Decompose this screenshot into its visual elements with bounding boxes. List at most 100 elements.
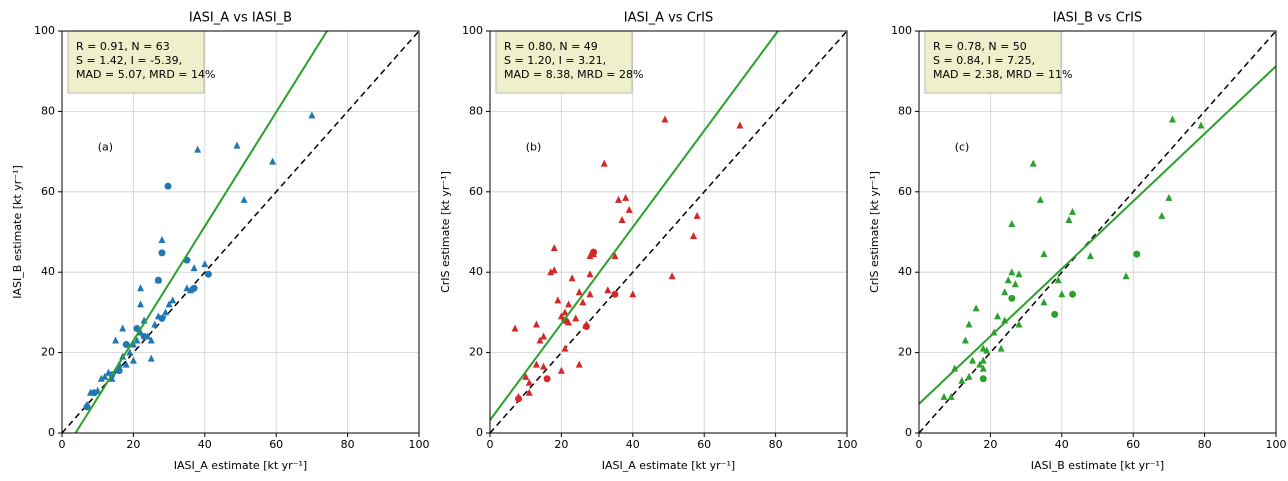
x-tick-label: 40: [1055, 438, 1069, 451]
scatter-point: [611, 290, 619, 298]
stats-text: S = 0.84, I = 7.25,: [933, 54, 1035, 67]
scatter-point: [590, 248, 598, 256]
y-tick-label: 80: [898, 104, 912, 117]
scatter-point: [1069, 290, 1077, 298]
x-tick-label: 20: [126, 438, 140, 451]
scatter-point: [525, 378, 533, 386]
scatter-point: [622, 193, 630, 201]
scatter-point: [976, 360, 984, 368]
scatter-point: [940, 392, 948, 400]
scatter-point: [575, 288, 583, 296]
scatter-point: [115, 367, 123, 375]
chart-title: IASI_A vs IASI_B: [189, 11, 292, 26]
scatter-point: [108, 374, 116, 382]
scatter-point: [129, 356, 137, 364]
scatter-point: [568, 274, 576, 282]
fit-line: [919, 65, 1276, 405]
scatter-point: [515, 395, 523, 403]
scatter-point: [586, 252, 594, 260]
plot-area: [62, 31, 419, 433]
panel: 0 20 40 60 80 100 0 20 40 60 80 100 IASI_B vs CrIS IA…: [868, 11, 1287, 473]
stats-text: R = 0.80, N = 49: [504, 40, 598, 53]
scatter-point: [1158, 211, 1166, 219]
y-tick-label: 40: [469, 265, 483, 278]
x-tick-label: 100: [1266, 438, 1287, 451]
scatter-point: [983, 346, 991, 354]
scatter-point: [187, 286, 195, 294]
scatter-point: [1086, 252, 1094, 260]
scatter-point: [122, 360, 130, 368]
scatter-point: [308, 111, 316, 119]
x-tick-label: 40: [626, 438, 640, 451]
scatter-point: [137, 300, 145, 308]
x-tick-label: 80: [769, 438, 783, 451]
scatter-point: [1040, 250, 1048, 258]
x-tick-label: 0: [487, 438, 494, 451]
scatter-point: [543, 375, 551, 383]
y-tick-label: 20: [41, 346, 55, 359]
scatter-point: [540, 362, 548, 370]
scatter-point: [1008, 294, 1016, 302]
y-axis-label: CrIS estimate [kt yr⁻¹]: [868, 171, 881, 293]
scatter-point: [158, 314, 166, 322]
panel-label: (a): [98, 141, 113, 154]
x-tick-label: 100: [409, 438, 430, 451]
scatter-point: [979, 356, 987, 364]
scatter-point: [1011, 280, 1019, 288]
scatter-point: [1008, 268, 1016, 276]
x-axis-label: IASI_A estimate [kt yr⁻¹]: [602, 459, 735, 472]
scatter-point: [947, 392, 955, 400]
y-tick-label: 0: [476, 426, 483, 439]
x-tick-label: 20: [554, 438, 568, 451]
scatter-point: [618, 215, 626, 223]
scatter-point: [1015, 270, 1023, 278]
scatter-point: [162, 308, 170, 316]
scatter-point: [579, 298, 587, 306]
scatter-point: [201, 260, 209, 268]
scatter-point: [668, 272, 676, 280]
scatter-point: [1036, 195, 1044, 203]
scatter-point: [547, 268, 555, 276]
y-tick-label: 80: [469, 104, 483, 117]
y-tick-label: 0: [48, 426, 55, 439]
x-tick-label: 100: [837, 438, 858, 451]
scatter-point: [951, 364, 959, 372]
scatter-point: [183, 284, 191, 292]
scatter-point: [158, 249, 166, 257]
y-tick-label: 80: [41, 104, 55, 117]
axes-frame: [489, 30, 848, 434]
scatter-point: [561, 344, 569, 352]
scatter-point: [629, 290, 637, 298]
y-tick-label: 40: [41, 265, 55, 278]
panel-label: (b): [526, 141, 542, 154]
panel: 0 20 40 60 80 100 0 20 40 60 80 100 IASI_A vs CrIS IA…: [439, 11, 858, 473]
scatter-point: [1051, 310, 1059, 318]
scatter-point: [689, 232, 697, 240]
scatter-point: [554, 296, 562, 304]
scatter-point: [615, 195, 623, 203]
x-tick-label: 0: [59, 438, 66, 451]
x-tick-label: 60: [1126, 438, 1140, 451]
scatter-point: [1168, 115, 1176, 123]
scatter-point: [1069, 207, 1077, 215]
scatter-point: [979, 344, 987, 352]
scatter-point: [129, 340, 137, 348]
scatter-point: [961, 336, 969, 344]
x-axis-label: IASI_A estimate [kt yr⁻¹]: [174, 459, 307, 472]
scatter-point: [190, 284, 198, 292]
scatter-point: [137, 284, 145, 292]
scatter-point: [133, 336, 141, 344]
plot-area: [490, 31, 847, 433]
scatter-point: [532, 320, 540, 328]
stats-box: [924, 30, 1062, 94]
stats-box: [67, 30, 205, 94]
fit-line: [490, 31, 780, 421]
scatter-point: [565, 318, 573, 326]
scatter-point: [97, 374, 105, 382]
scatter-point: [1122, 272, 1130, 280]
scatter-point: [1058, 290, 1066, 298]
y-tick-label: 60: [898, 185, 912, 198]
scatter-point: [965, 372, 973, 380]
y-tick-label: 100: [462, 24, 483, 37]
